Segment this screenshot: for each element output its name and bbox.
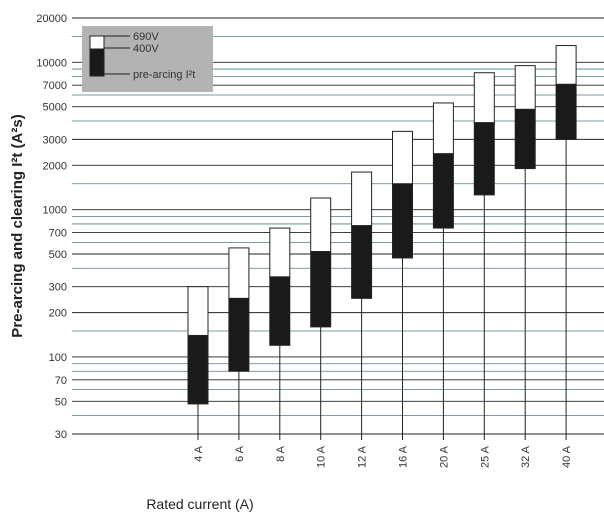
pre-arcing-bar (269, 276, 291, 346)
x-tick-label: 12 A (357, 445, 369, 468)
y-tick-label: 7000 (43, 80, 67, 92)
legend-swatch-clearing (89, 35, 105, 50)
y-tick-label: 5000 (43, 102, 67, 114)
x-tick-label: 10 A (316, 445, 328, 468)
y-tick-label: 2000 (43, 160, 67, 172)
x-tick-label: 32 A (520, 445, 532, 468)
clearing-bar (310, 197, 332, 252)
clearing-bar (555, 45, 577, 85)
clearing-bar (351, 171, 373, 227)
x-tick-label: 4 A (193, 445, 205, 462)
clearing-bar (228, 247, 250, 299)
y-tick-label: 300 (49, 282, 67, 294)
clearing-bar (432, 102, 454, 155)
legend-label: pre-arcing I²t (133, 69, 195, 81)
clearing-bar (187, 286, 209, 336)
pre-arcing-bar (473, 122, 495, 196)
y-tick-label: 20000 (36, 13, 67, 25)
clearing-bar (514, 65, 536, 110)
y-axis-label: Pre-arcing and clearing I²t (A²s) (9, 114, 26, 337)
pre-arcing-bar (228, 297, 250, 372)
x-tick-label: 8 A (275, 445, 287, 462)
pre-arcing-bar (514, 108, 536, 170)
y-tick-label: 3000 (43, 134, 67, 146)
x-tick-label: 16 A (398, 445, 410, 468)
x-tick-label: 20 A (438, 445, 450, 468)
pre-arcing-bar (187, 334, 209, 405)
pre-arcing-bar (351, 225, 373, 299)
legend-label: 690V (133, 31, 159, 43)
clearing-bar (392, 130, 413, 185)
pre-arcing-bar (432, 153, 454, 229)
pre-arcing-bar (310, 250, 332, 328)
y-tick-label: 30 (55, 429, 67, 441)
x-tick-label: 40 A (561, 445, 573, 468)
y-tick-label: 500 (49, 249, 67, 261)
y-tick-label: 200 (49, 308, 67, 320)
x-tick-label: 6 A (234, 445, 246, 462)
y-tick-label: 70 (55, 375, 67, 387)
y-tick-label: 10000 (36, 57, 67, 69)
y-tick-label: 700 (49, 227, 67, 239)
x-tick-label: 25 A (479, 445, 491, 468)
pre-arcing-bar (555, 83, 577, 140)
x-axis-label: Rated current (A) (146, 496, 253, 512)
legend-swatch-pre-arcing (89, 48, 105, 77)
clearing-bar (269, 227, 291, 278)
clearing-bar (473, 72, 495, 124)
y-tick-label: 50 (55, 396, 67, 408)
y-tick-label: 100 (49, 352, 67, 364)
y-tick-label: 1000 (43, 205, 67, 217)
legend-label: 400V (133, 43, 159, 55)
pre-arcing-bar (392, 183, 413, 259)
